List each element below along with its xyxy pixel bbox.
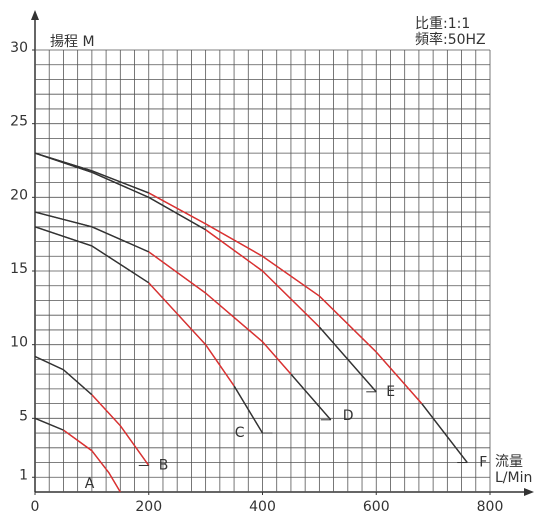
curve-segment	[318, 326, 377, 393]
curve-label: F	[479, 455, 487, 471]
curve	[34, 152, 468, 463]
curve-segment	[34, 152, 93, 172]
curve-label: E	[386, 384, 395, 400]
curve-segment	[421, 403, 468, 463]
x-label: 流量	[495, 454, 523, 470]
curve-segment	[119, 425, 150, 466]
curve-segment	[108, 472, 121, 493]
curve-segment	[62, 369, 93, 396]
curve-segment	[148, 196, 206, 231]
note: 頻率:50HZ	[415, 31, 486, 48]
y-tick-label: 20	[10, 187, 28, 203]
curve-segment	[91, 226, 150, 253]
curve-segment	[148, 282, 207, 346]
x-tick-label: 200	[135, 499, 162, 515]
curve-segment	[34, 211, 93, 228]
curve-segment	[262, 255, 320, 297]
curve-label: B	[159, 457, 169, 473]
curve-label: A	[85, 476, 95, 492]
x-tick-label: 400	[249, 499, 276, 515]
y-tick-label: 1	[19, 467, 28, 483]
y-tick-label: 10	[10, 335, 28, 351]
curve-label: C	[235, 425, 245, 441]
curve-segment	[91, 171, 150, 198]
curve-segment	[375, 351, 423, 405]
y-tick-label: 5	[19, 408, 28, 424]
curve-segment	[205, 344, 235, 387]
x-tick-label: 600	[363, 499, 390, 515]
x-arrow	[524, 488, 534, 496]
curve-label: D	[343, 408, 354, 424]
y-tick-label: 25	[10, 114, 28, 130]
y-tick-label: 30	[10, 40, 28, 56]
note: 比重:1:1	[415, 16, 470, 32]
curve-segment	[91, 170, 150, 194]
curve-segment	[290, 373, 332, 421]
curve-segment	[91, 450, 110, 474]
curve-segment	[34, 417, 64, 431]
curve-segment	[148, 251, 207, 294]
curve-segment	[148, 192, 206, 225]
x-tick-label: 0	[31, 499, 40, 515]
curve-segment	[91, 245, 150, 284]
curve-segment	[205, 292, 263, 343]
y-tick-label: 15	[10, 261, 28, 277]
curve-segment	[205, 229, 263, 272]
curve-segment	[233, 385, 264, 434]
curve-segment	[205, 223, 263, 257]
curve-segment	[63, 429, 93, 452]
curve-segment	[261, 341, 292, 375]
curve-segment	[34, 355, 64, 371]
curve-segment	[318, 295, 377, 353]
x-tick-label: 800	[477, 499, 504, 515]
y-arrow	[31, 10, 39, 20]
y-label: 揚程 M	[50, 33, 95, 50]
x-label: L/Min	[495, 470, 532, 486]
curve-segment	[34, 226, 93, 247]
curve-segment	[91, 394, 121, 427]
curve-segment	[262, 270, 320, 328]
